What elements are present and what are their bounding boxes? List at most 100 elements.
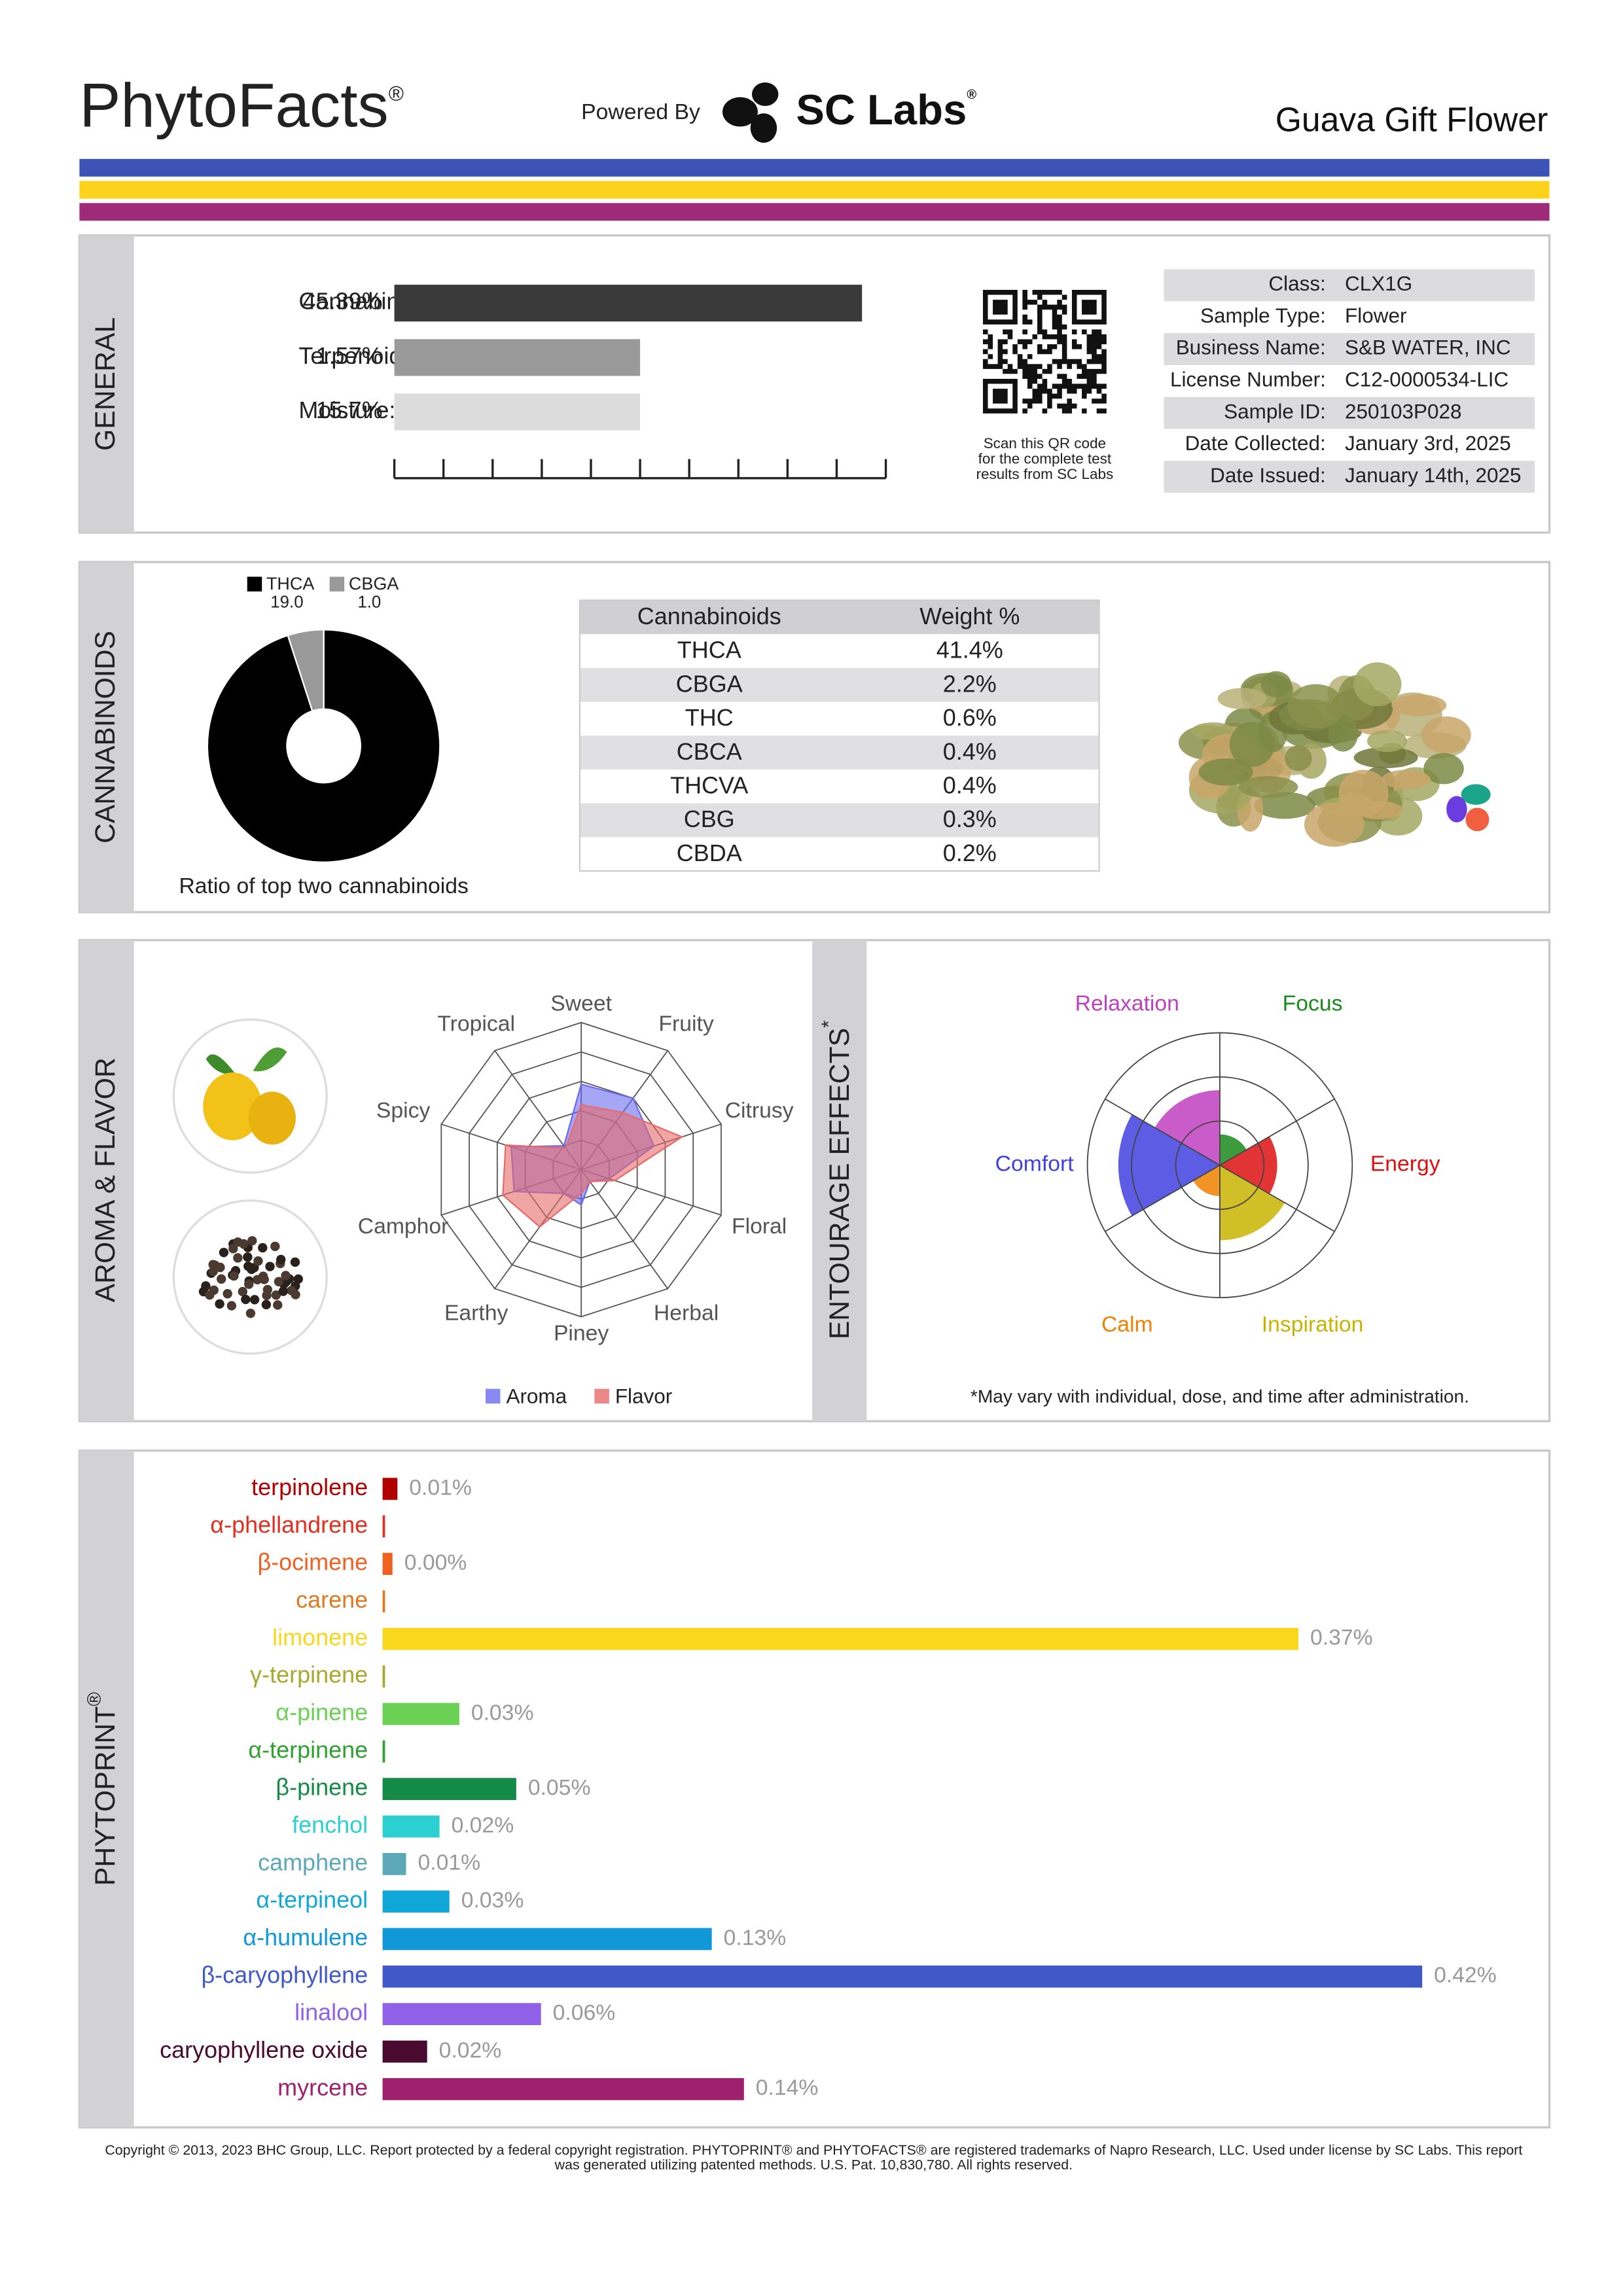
peppercorn (265, 1262, 275, 1271)
lab-mark: ® (967, 88, 976, 103)
polar-label: Inspiration (1262, 1312, 1364, 1337)
legend-swatch (329, 576, 345, 592)
terpene-name: β-pinene (276, 1774, 368, 1801)
section-strip (79, 1450, 134, 2128)
table-cell: 0.3% (943, 805, 997, 832)
table-cell: 0.4% (943, 738, 997, 765)
terpene-bar (382, 1740, 385, 1763)
terpene-name: linalool (294, 1999, 368, 2026)
section-label: GENERAL (90, 317, 121, 451)
general-bar (394, 285, 863, 322)
lemon (248, 1091, 296, 1145)
peppercorn (261, 1299, 272, 1310)
bud-part (1254, 792, 1316, 819)
info-row-shade (1164, 269, 1535, 302)
peppercorn (270, 1241, 280, 1252)
info-row-shade (1164, 333, 1535, 365)
peppercorn (271, 1290, 281, 1300)
product-name: Guava Gift Flower (1275, 100, 1548, 138)
peppercorn (217, 1274, 226, 1284)
radar-area (502, 1104, 684, 1228)
footnote: *May vary with individual, dose, and tim… (971, 1386, 1469, 1406)
table-header: Cannabinoids (637, 603, 781, 629)
terpene-bar (382, 2003, 541, 2026)
logo-dot (750, 113, 777, 143)
polar-sector (1193, 1165, 1220, 1197)
peppercorn (233, 1253, 243, 1263)
peppercorn (276, 1254, 286, 1265)
terpene-bar (382, 1965, 1423, 1988)
pie-caption: Ratio of top two cannabinoids (179, 874, 468, 898)
info-row-shade (1164, 461, 1535, 493)
peppercorn (291, 1290, 300, 1299)
legend-label: Flavor (615, 1385, 672, 1407)
terpene-name: myrcene (277, 2074, 368, 2100)
peppercorn (205, 1290, 215, 1300)
lab: SC Labs® (796, 86, 976, 133)
legend-swatch (594, 1388, 609, 1404)
lemon-leaf (205, 1054, 236, 1075)
terpene-bar (382, 1815, 440, 1838)
terpene-value-label: 0.03% (471, 1700, 534, 1725)
table-cell: THC (685, 704, 734, 731)
terpene-name: α-humulene (243, 1924, 368, 1951)
section-label: PHYTOPRINT® (84, 1692, 122, 1886)
terpene-bar (382, 1852, 406, 1875)
radar-axis-label: Herbal (654, 1300, 719, 1325)
radar-axis-label: Tropical (437, 1012, 515, 1036)
donut-slice (287, 629, 325, 712)
radar-axis-label: Spicy (376, 1098, 431, 1123)
section-strip (79, 561, 134, 913)
brand: PhytoFacts® (79, 72, 403, 141)
terpene-value-label: 0.03% (461, 1888, 524, 1913)
logo-dot (722, 97, 758, 127)
peppercorn (244, 1279, 254, 1289)
terpene-value-label: 0.01% (409, 1475, 472, 1500)
info-key: Sample Type: (1200, 304, 1326, 327)
table-cell: CBDA (677, 839, 742, 866)
info-value: CLX1G (1345, 272, 1412, 295)
table-cell: CBG (684, 805, 735, 832)
legend-label: CBGA (349, 574, 399, 593)
logo-dot (1461, 784, 1491, 805)
sc-labs-logo (722, 82, 779, 143)
bud-part (1217, 688, 1267, 709)
terpene-name: carene (296, 1586, 368, 1613)
qr-finder (982, 290, 1018, 325)
peppercorn (229, 1271, 239, 1281)
table-border (579, 599, 1100, 872)
bud-part (1198, 758, 1253, 786)
bar-value-label: 1.57% (316, 342, 383, 369)
bud-part (1391, 694, 1447, 716)
terpene-name: terpinolene (251, 1474, 368, 1500)
info-key: Class: (1268, 272, 1325, 295)
qr-modules (982, 290, 1107, 414)
section-label: AROMA & FLAVOR (90, 1057, 121, 1302)
polar-spoke (1219, 1098, 1335, 1166)
table-cell: THCA (677, 637, 741, 663)
peppercorn (215, 1299, 224, 1309)
bud-part (1353, 747, 1418, 769)
radar-axis-label: Earthy (444, 1300, 508, 1325)
table-cell: 0.6% (943, 704, 997, 731)
terpene-name: α-phellandrene (210, 1511, 368, 1538)
legend-swatch (247, 576, 262, 592)
bar-value-label: 45.39% (303, 288, 383, 315)
terpene-name: β-caryophyllene (201, 1961, 368, 1988)
terpene-bar (382, 1590, 385, 1613)
legend-label: THCA (266, 574, 314, 593)
section-label-text: PHYTOPRINT (90, 1706, 121, 1886)
peppercorn (219, 1247, 229, 1258)
peppercorn (226, 1301, 237, 1311)
terpene-value-label: 0.13% (724, 1925, 787, 1950)
bud-part (1285, 745, 1312, 771)
peppercorn (249, 1295, 260, 1305)
terpene-bar (382, 1665, 385, 1687)
brand-name: PhytoFacts (79, 72, 388, 141)
lab-name: SC Labs (796, 86, 967, 133)
terpene-value-label: 0.02% (452, 1812, 514, 1837)
info-value: C12-0000534-LIC (1345, 368, 1508, 391)
info-key: Date Collected: (1185, 432, 1326, 455)
bar-value-label: 15.7% (316, 397, 383, 423)
